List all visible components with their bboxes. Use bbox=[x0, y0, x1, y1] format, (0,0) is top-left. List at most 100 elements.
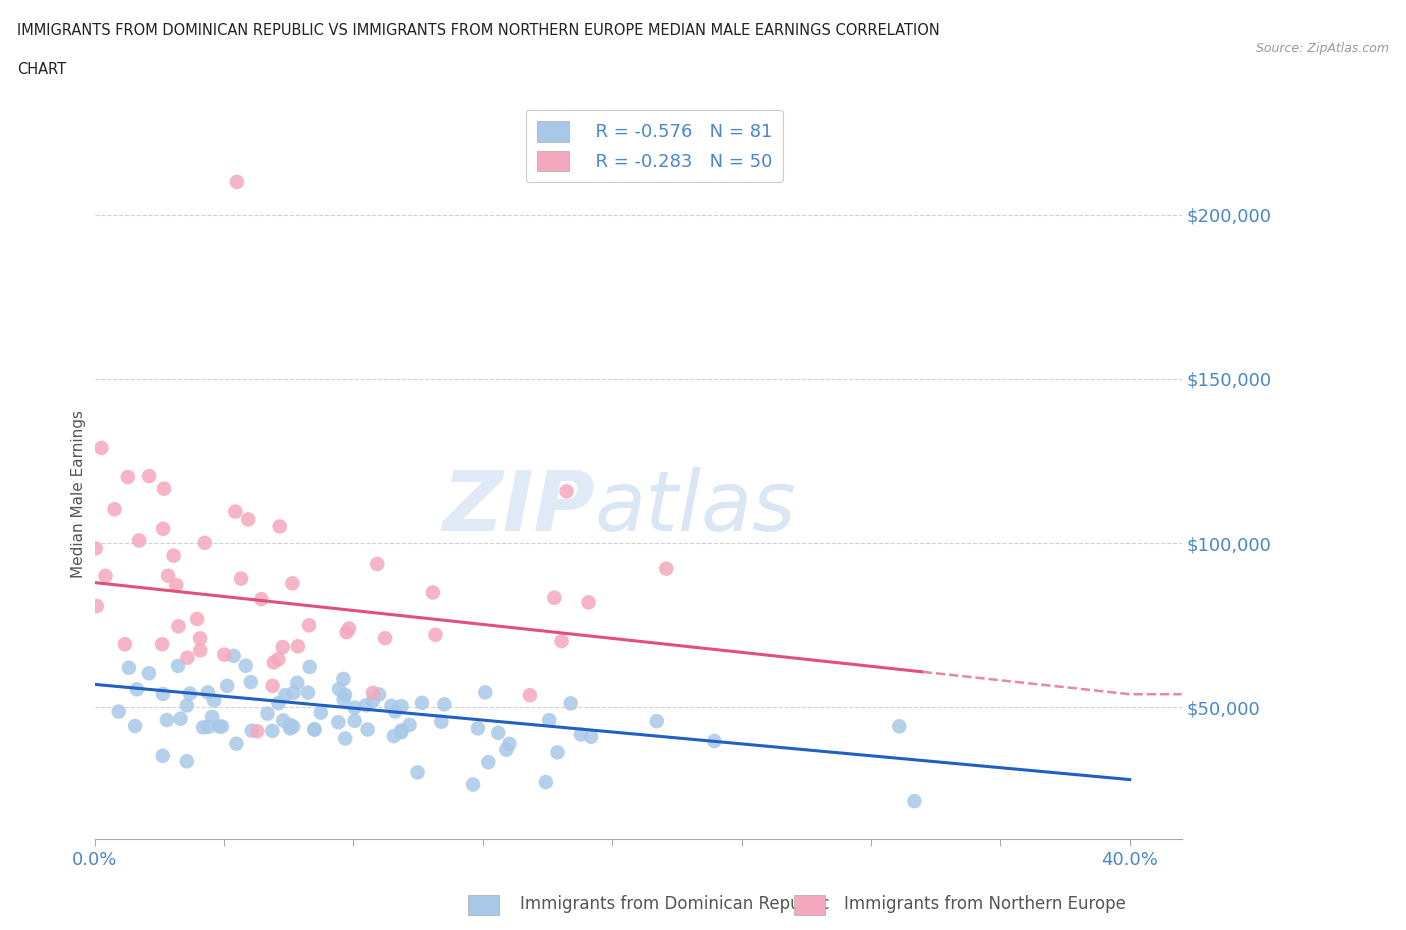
Point bbox=[156, 712, 179, 727]
Point bbox=[246, 724, 269, 738]
Point bbox=[263, 655, 285, 670]
Point bbox=[430, 714, 453, 729]
Point bbox=[84, 541, 107, 556]
Point bbox=[107, 704, 129, 719]
Point bbox=[225, 175, 247, 190]
Point bbox=[285, 675, 308, 690]
Point bbox=[467, 721, 489, 736]
Text: CHART: CHART bbox=[17, 62, 66, 77]
Point bbox=[114, 637, 136, 652]
Point bbox=[150, 637, 173, 652]
Point bbox=[156, 568, 179, 583]
Point bbox=[380, 698, 402, 713]
Point bbox=[703, 734, 725, 749]
Point bbox=[335, 731, 357, 746]
Point bbox=[138, 666, 160, 681]
Point bbox=[271, 713, 294, 728]
Point bbox=[214, 647, 236, 662]
Point bbox=[169, 711, 191, 726]
Text: IMMIGRANTS FROM DOMINICAN REPUBLIC VS IMMIGRANTS FROM NORTHERN EUROPE MEDIAN MAL: IMMIGRANTS FROM DOMINICAN REPUBLIC VS IM… bbox=[17, 23, 939, 38]
Point bbox=[118, 660, 141, 675]
Point bbox=[578, 595, 600, 610]
Point bbox=[354, 698, 377, 712]
Point bbox=[117, 470, 139, 485]
Point bbox=[176, 698, 198, 713]
Point bbox=[287, 639, 309, 654]
Point bbox=[519, 688, 541, 703]
Point bbox=[477, 755, 499, 770]
Point bbox=[239, 674, 262, 689]
Point bbox=[555, 484, 578, 498]
Point bbox=[433, 697, 456, 711]
Point bbox=[495, 742, 517, 757]
Point bbox=[328, 682, 350, 697]
Point bbox=[138, 469, 160, 484]
Point bbox=[269, 519, 291, 534]
Text: atlas: atlas bbox=[595, 467, 796, 548]
Text: ZIP: ZIP bbox=[441, 467, 595, 548]
Point bbox=[332, 692, 354, 707]
Point bbox=[188, 643, 211, 658]
Text: Source: ZipAtlas.com: Source: ZipAtlas.com bbox=[1256, 42, 1389, 55]
Point bbox=[309, 705, 332, 720]
Point bbox=[389, 723, 412, 737]
Point bbox=[224, 504, 246, 519]
Point bbox=[162, 548, 184, 563]
Point bbox=[560, 696, 582, 711]
Point bbox=[903, 793, 925, 808]
Point bbox=[202, 693, 225, 708]
Point bbox=[343, 700, 366, 715]
Point bbox=[543, 591, 565, 605]
Point bbox=[271, 640, 294, 655]
Point bbox=[191, 720, 214, 735]
Point bbox=[550, 633, 572, 648]
Point bbox=[176, 650, 198, 665]
Point bbox=[889, 719, 911, 734]
Point bbox=[534, 775, 557, 790]
Point bbox=[283, 685, 305, 700]
Point bbox=[486, 725, 509, 740]
Point bbox=[186, 612, 208, 627]
Point bbox=[425, 628, 447, 643]
Point bbox=[328, 715, 350, 730]
Point bbox=[262, 678, 284, 693]
Point bbox=[382, 729, 405, 744]
Point bbox=[474, 684, 496, 699]
Point bbox=[361, 685, 384, 700]
Point bbox=[546, 745, 568, 760]
Point bbox=[298, 618, 321, 632]
Point bbox=[297, 685, 319, 700]
Point bbox=[179, 686, 201, 701]
Text: Immigrants from Northern Europe: Immigrants from Northern Europe bbox=[844, 895, 1125, 913]
Point bbox=[125, 682, 148, 697]
Point bbox=[398, 717, 420, 732]
Point bbox=[256, 706, 278, 721]
Point bbox=[90, 441, 112, 456]
Point bbox=[411, 696, 433, 711]
Point bbox=[128, 533, 150, 548]
Point bbox=[389, 724, 412, 739]
Point bbox=[225, 737, 247, 751]
Point bbox=[152, 749, 174, 764]
Point bbox=[262, 724, 284, 738]
Point bbox=[281, 719, 304, 734]
Point bbox=[124, 719, 146, 734]
Point bbox=[274, 687, 297, 702]
Point bbox=[579, 729, 602, 744]
Point bbox=[197, 720, 219, 735]
Point bbox=[422, 585, 444, 600]
Point bbox=[167, 658, 190, 673]
Point bbox=[343, 713, 366, 728]
Point bbox=[569, 727, 592, 742]
Point bbox=[332, 671, 354, 686]
Point bbox=[304, 723, 326, 737]
Point bbox=[337, 621, 360, 636]
Point bbox=[298, 659, 321, 674]
Point bbox=[391, 698, 413, 713]
Point bbox=[167, 619, 190, 634]
Point bbox=[333, 687, 356, 702]
Point bbox=[498, 737, 520, 751]
Point bbox=[235, 658, 257, 673]
Point bbox=[188, 631, 211, 645]
Point bbox=[645, 713, 668, 728]
